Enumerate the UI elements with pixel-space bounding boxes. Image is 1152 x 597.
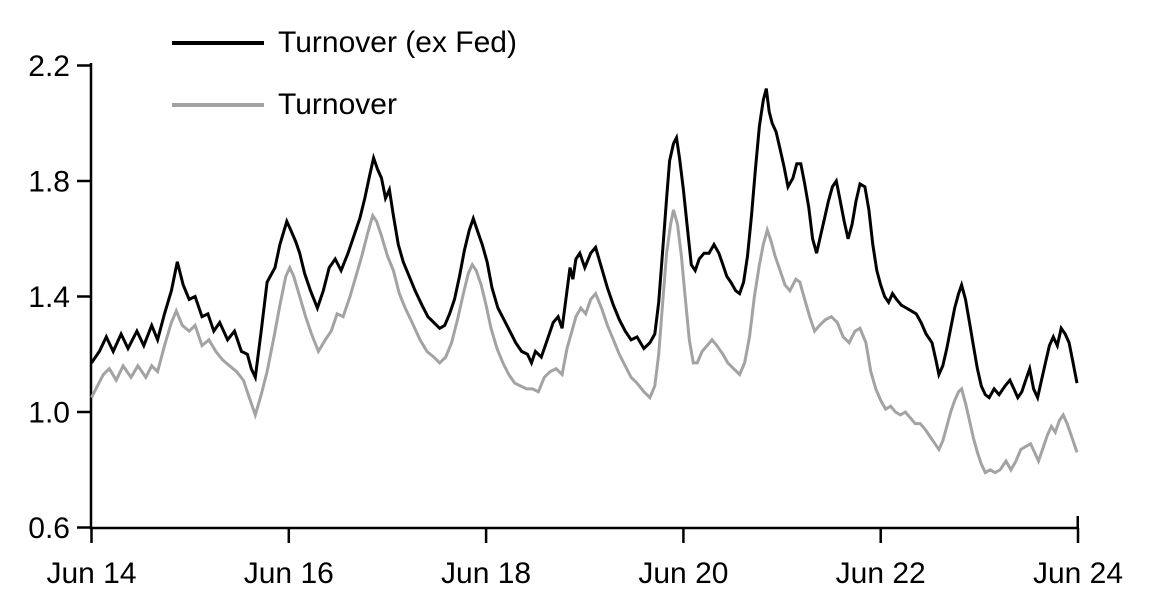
svg-text:Jun 24: Jun 24 — [1033, 557, 1123, 590]
legend-line-swatch-black — [172, 41, 264, 45]
legend: Turnover (ex Fed) Turnover — [172, 26, 517, 150]
svg-text:1.8: 1.8 — [28, 166, 70, 199]
legend-label-turnover: Turnover — [278, 88, 397, 121]
svg-text:Jun 22: Jun 22 — [836, 557, 926, 590]
svg-text:1.4: 1.4 — [28, 281, 70, 314]
legend-line-swatch-gray — [172, 103, 264, 107]
svg-text:2.2: 2.2 — [28, 50, 70, 83]
legend-item-turnover: Turnover — [172, 88, 517, 122]
svg-text:Jun 16: Jun 16 — [244, 557, 334, 590]
svg-text:0.6: 0.6 — [28, 512, 70, 545]
legend-item-turnover-ex-fed: Turnover (ex Fed) — [172, 26, 517, 60]
svg-text:Jun 20: Jun 20 — [638, 557, 728, 590]
svg-text:Jun 14: Jun 14 — [46, 557, 136, 590]
legend-label-turnover-ex-fed: Turnover (ex Fed) — [278, 26, 517, 59]
svg-text:Jun 18: Jun 18 — [441, 557, 531, 590]
svg-text:1.0: 1.0 — [28, 397, 70, 430]
